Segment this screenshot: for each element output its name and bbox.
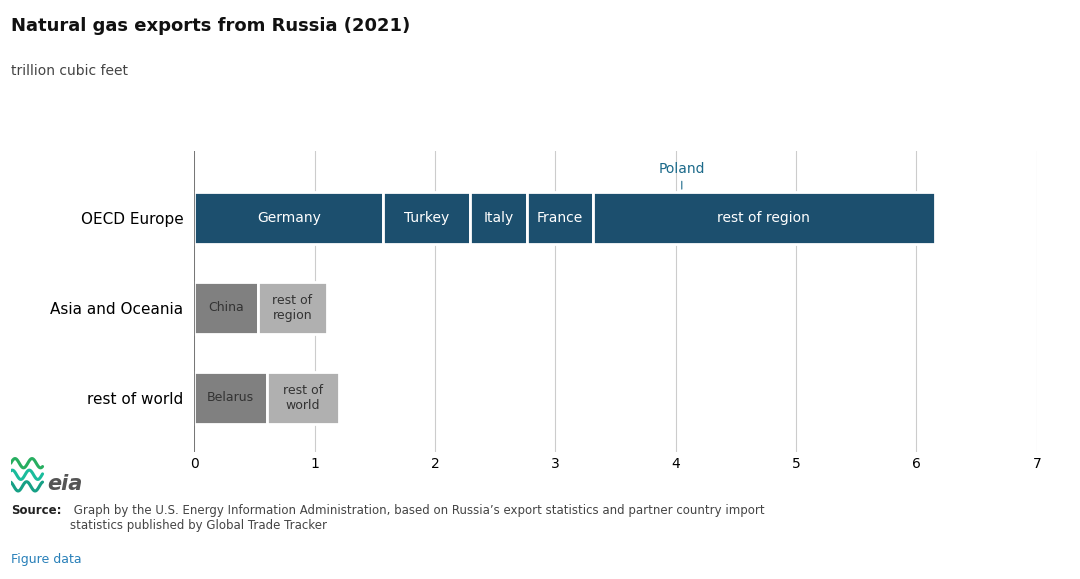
Text: China: China: [208, 301, 244, 314]
Text: eia: eia: [48, 474, 82, 494]
Text: Germany: Germany: [257, 211, 321, 225]
Bar: [194, 282, 258, 334]
Text: rest of region: rest of region: [717, 211, 810, 225]
Bar: [258, 282, 327, 334]
Text: rest of
region: rest of region: [272, 294, 312, 322]
Text: Source:: Source:: [11, 504, 62, 516]
Bar: [267, 372, 339, 424]
Text: Italy: Italy: [483, 211, 513, 225]
Bar: [593, 192, 934, 244]
Bar: [194, 372, 267, 424]
Bar: [383, 192, 470, 244]
Text: Graph by the U.S. Energy Information Administration, based on Russia’s export st: Graph by the U.S. Energy Information Adm…: [70, 504, 765, 532]
Text: France: France: [537, 211, 583, 225]
Text: trillion cubic feet: trillion cubic feet: [11, 64, 127, 78]
Text: Turkey: Turkey: [404, 211, 449, 225]
Bar: [194, 192, 383, 244]
Text: Belarus: Belarus: [207, 391, 254, 404]
Text: Figure data: Figure data: [11, 553, 81, 566]
Text: Natural gas exports from Russia (2021): Natural gas exports from Russia (2021): [11, 17, 410, 35]
Text: Poland: Poland: [659, 162, 705, 189]
Bar: [470, 192, 527, 244]
Text: rest of
world: rest of world: [283, 384, 323, 412]
Bar: [527, 192, 593, 244]
